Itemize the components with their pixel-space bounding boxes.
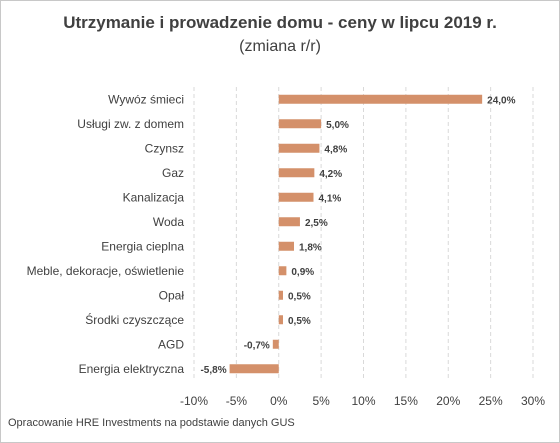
category-label: Woda: [153, 215, 184, 229]
category-label: Opał: [159, 288, 185, 302]
chart-title: Utrzymanie i prowadzenie domu - ceny w l…: [63, 13, 497, 32]
x-tick-label: 5%: [312, 394, 330, 408]
x-tick-label: -10%: [180, 394, 208, 408]
bar: [278, 94, 483, 104]
bar: [278, 315, 283, 325]
x-tick-label: 15%: [394, 394, 418, 408]
bar: [278, 266, 287, 276]
data-label: 1,8%: [299, 242, 322, 253]
data-label: 0,5%: [288, 316, 311, 327]
bar: [278, 168, 315, 178]
category-label: Gaz: [162, 166, 184, 180]
data-label: 4,1%: [318, 193, 341, 204]
data-label: 4,8%: [324, 144, 347, 155]
category-label: Czynsz: [145, 141, 184, 155]
x-tick-label: 25%: [479, 394, 503, 408]
data-label: 24,0%: [487, 95, 515, 106]
x-tick-label: 20%: [436, 394, 460, 408]
data-label: 0,5%: [288, 291, 311, 302]
bar: [278, 241, 295, 251]
category-label: Usługi zw. z domem: [77, 117, 184, 131]
data-label: 0,9%: [291, 267, 314, 278]
x-tick-label: -5%: [226, 394, 248, 408]
bar: [278, 217, 300, 227]
category-label: AGD: [158, 337, 184, 351]
bar: [229, 364, 279, 374]
x-tick-label: 30%: [521, 394, 545, 408]
category-label: Wywóz śmieci: [108, 92, 184, 106]
bar: [278, 143, 320, 153]
data-label: 2,5%: [305, 218, 328, 229]
bar: [278, 290, 283, 300]
source-note: Opracowanie HRE Investments na podstawie…: [8, 417, 295, 429]
bar: [272, 339, 279, 349]
x-tick-label: 10%: [351, 394, 375, 408]
category-label: Kanalizacja: [123, 190, 185, 204]
category-label: Energia cieplna: [101, 239, 184, 253]
chart-subtitle: (zmiana r/r): [239, 38, 321, 55]
data-label: -0,7%: [244, 340, 270, 351]
x-tick-label: 0%: [270, 394, 288, 408]
data-label: 4,2%: [319, 169, 342, 180]
category-label: Środki czyszczące: [85, 312, 184, 327]
bar: [278, 119, 322, 129]
category-label: Meble, dekoracje, oświetlenie: [27, 264, 185, 278]
bar: [278, 192, 314, 202]
data-label: 5,0%: [326, 120, 349, 131]
data-label: -5,8%: [200, 365, 226, 376]
category-label: Energia elektryczna: [79, 362, 185, 376]
